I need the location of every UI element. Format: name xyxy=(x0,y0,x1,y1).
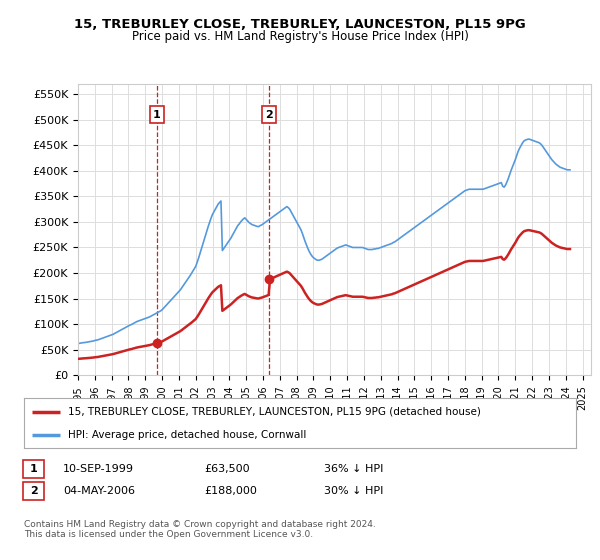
Text: 36% ↓ HPI: 36% ↓ HPI xyxy=(324,464,383,474)
Text: 10-SEP-1999: 10-SEP-1999 xyxy=(63,464,134,474)
Text: 30% ↓ HPI: 30% ↓ HPI xyxy=(324,486,383,496)
Text: 2: 2 xyxy=(30,486,38,496)
Text: Contains HM Land Registry data © Crown copyright and database right 2024.
This d: Contains HM Land Registry data © Crown c… xyxy=(24,520,376,539)
Text: 04-MAY-2006: 04-MAY-2006 xyxy=(63,486,135,496)
Text: 1: 1 xyxy=(30,464,38,474)
Text: Price paid vs. HM Land Registry's House Price Index (HPI): Price paid vs. HM Land Registry's House … xyxy=(131,30,469,43)
Text: 2: 2 xyxy=(265,110,272,120)
Text: HPI: Average price, detached house, Cornwall: HPI: Average price, detached house, Corn… xyxy=(68,431,307,440)
Text: 15, TREBURLEY CLOSE, TREBURLEY, LAUNCESTON, PL15 9PG (detached house): 15, TREBURLEY CLOSE, TREBURLEY, LAUNCEST… xyxy=(68,407,481,417)
Text: £63,500: £63,500 xyxy=(204,464,250,474)
Text: £188,000: £188,000 xyxy=(204,486,257,496)
Text: 1: 1 xyxy=(153,110,161,120)
Text: 15, TREBURLEY CLOSE, TREBURLEY, LAUNCESTON, PL15 9PG: 15, TREBURLEY CLOSE, TREBURLEY, LAUNCEST… xyxy=(74,18,526,31)
